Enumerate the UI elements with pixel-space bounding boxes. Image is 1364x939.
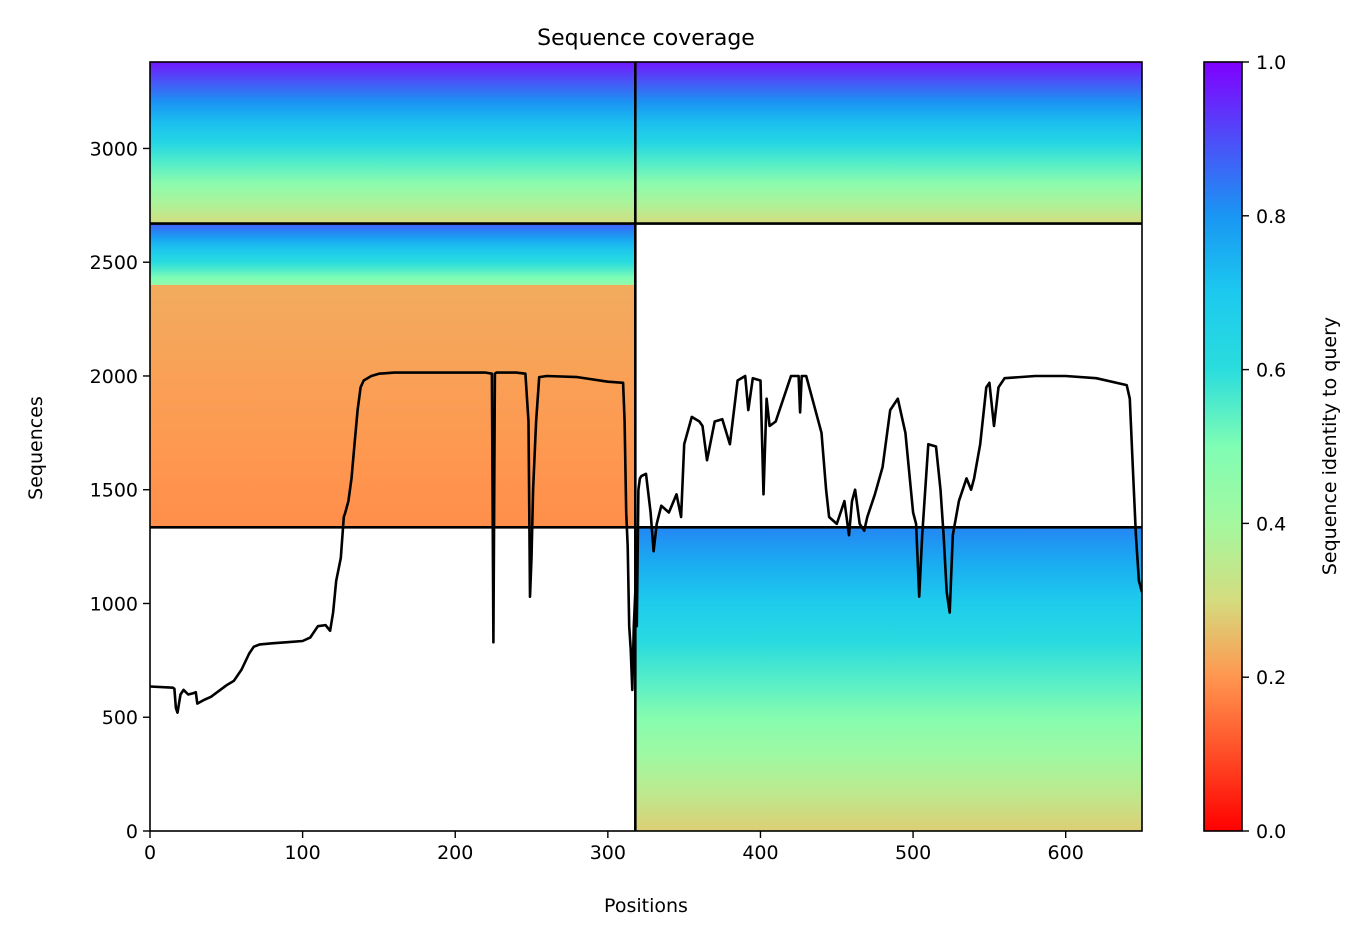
colorbar-tick-label: 0.4 [1256, 513, 1286, 535]
plot-frame [149, 61, 1143, 832]
segment-boundaries [150, 62, 1142, 831]
plot-area [150, 62, 1142, 831]
colorbar-tick-label: 0.0 [1256, 821, 1286, 843]
colorbar-ticks: 0.0 0.2 0.4 0.6 0.8 1.0 [1242, 52, 1286, 843]
heatmap-blocks [150, 62, 1142, 831]
y-tick-label: 2500 [90, 252, 138, 274]
x-tick-label: 400 [742, 842, 778, 864]
x-tick-label: 600 [1048, 842, 1084, 864]
colorbar-tick-label: 1.0 [1256, 52, 1286, 74]
colorbar-tick-label: 0.8 [1256, 206, 1286, 228]
heatmap-block [150, 284, 636, 528]
heatmap-block [150, 223, 636, 285]
y-axis-ticks: 0 500 1000 1500 2000 2500 3000 [90, 138, 150, 843]
y-tick-label: 0 [126, 821, 138, 843]
x-tick-label: 200 [437, 842, 473, 864]
x-tick-label: 0 [144, 842, 156, 864]
y-tick-label: 2000 [90, 366, 138, 388]
x-tick-label: 500 [895, 842, 931, 864]
heatmap-block [635, 62, 1142, 224]
chart-title: Sequence coverage [537, 26, 755, 51]
x-tick-label: 100 [284, 842, 320, 864]
colorbar-label: Sequence identity to query [1319, 317, 1341, 575]
colorbar [1203, 61, 1243, 832]
x-axis-label: Positions [604, 895, 688, 917]
coverage-line [150, 371, 1142, 714]
heatmap-block [150, 62, 636, 224]
y-tick-label: 1500 [90, 480, 138, 502]
x-axis-ticks: 0 100 200 300 400 500 600 [144, 831, 1084, 864]
y-tick-label: 500 [102, 707, 138, 729]
heatmap-block [635, 527, 1142, 831]
x-tick-label: 300 [590, 842, 626, 864]
colorbar-tick-label: 0.2 [1256, 667, 1286, 689]
y-axis-label: Sequences [25, 396, 47, 500]
colorbar-tick-label: 0.6 [1256, 360, 1286, 382]
y-tick-label: 3000 [90, 138, 138, 160]
y-tick-label: 1000 [90, 593, 138, 615]
